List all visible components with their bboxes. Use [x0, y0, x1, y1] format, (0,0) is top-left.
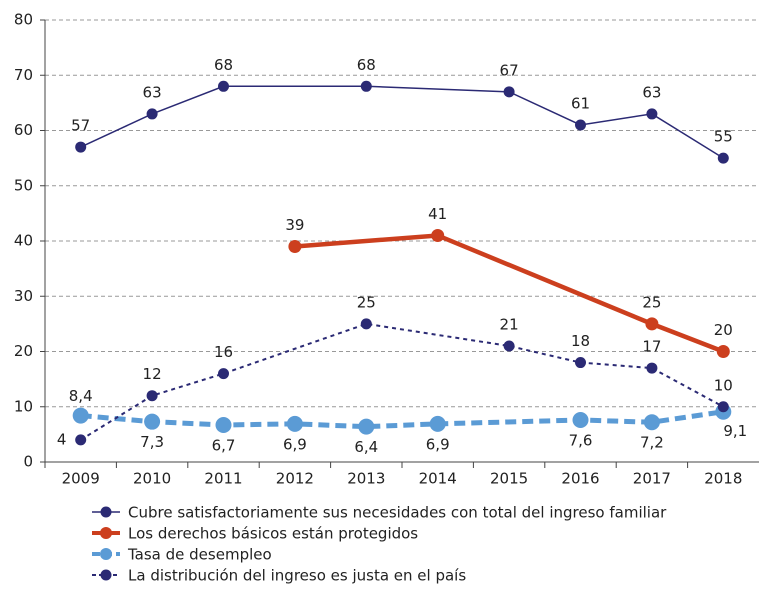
x-tick-label: 2014	[419, 470, 457, 488]
legend-label: Los derechos básicos están protegidos	[128, 525, 418, 543]
legend-marker	[100, 527, 112, 539]
y-tick-label: 50	[14, 176, 33, 194]
data-label: 7,3	[140, 433, 164, 451]
y-tick-label: 20	[14, 342, 33, 360]
y-tick-label: 80	[14, 11, 33, 29]
data-label: 12	[143, 365, 162, 383]
legend-marker	[100, 569, 112, 581]
data-label: 7,6	[569, 432, 593, 450]
x-tick-label: 2016	[561, 470, 599, 488]
data-label: 39	[285, 216, 304, 234]
data-label: 20	[714, 321, 733, 339]
data-point	[218, 368, 229, 380]
x-tick-label: 2009	[62, 470, 100, 488]
data-point	[717, 401, 729, 413]
data-point	[288, 240, 302, 254]
data-label: 63	[642, 83, 661, 101]
data-point	[646, 362, 658, 374]
data-label: 41	[428, 205, 447, 223]
data-point	[575, 357, 586, 369]
legend-marker	[100, 548, 112, 560]
data-label: 7,2	[640, 434, 664, 452]
data-point	[144, 413, 161, 430]
data-point	[286, 415, 303, 432]
data-point	[643, 414, 660, 431]
x-tick-label: 2012	[276, 470, 314, 488]
data-point	[218, 80, 229, 92]
data-label: 6,9	[283, 435, 307, 453]
data-point	[645, 317, 659, 331]
data-point	[575, 119, 586, 131]
series-line	[80, 85, 724, 159]
data-point	[358, 418, 375, 435]
data-label: 6,4	[354, 438, 378, 456]
data-point	[75, 434, 87, 446]
data-point	[503, 340, 515, 352]
data-label: 57	[71, 117, 90, 135]
data-point	[146, 108, 158, 120]
data-point	[717, 152, 729, 164]
data-label: 68	[357, 56, 376, 74]
series-line	[294, 233, 725, 354]
data-label: 6,9	[426, 435, 450, 453]
data-label: 67	[500, 61, 519, 79]
data-point	[360, 318, 372, 330]
data-label: 16	[214, 343, 233, 361]
data-label: 4	[57, 430, 67, 448]
data-point	[646, 108, 658, 120]
y-tick-label: 10	[14, 397, 33, 415]
y-tick-label: 40	[14, 232, 33, 250]
series-line	[80, 322, 724, 441]
data-point	[716, 345, 730, 358]
data-label: 18	[571, 332, 590, 350]
y-tick-label: 30	[14, 287, 33, 305]
data-label: 17	[642, 338, 661, 356]
data-point	[503, 86, 515, 98]
data-point	[429, 415, 446, 432]
legend-label: Tasa de desempleo	[127, 546, 272, 564]
data-label: 21	[500, 315, 519, 333]
data-point	[72, 407, 89, 424]
legend-label: Cubre satisfactoriamente sus necesidades…	[128, 504, 667, 522]
data-label: 25	[357, 293, 376, 311]
data-label: 63	[143, 83, 162, 101]
data-label: 61	[571, 94, 590, 112]
data-point	[215, 416, 232, 433]
data-label: 25	[642, 293, 661, 311]
data-point	[146, 390, 158, 402]
data-label: 8,4	[69, 387, 93, 405]
x-tick-label: 2017	[633, 470, 671, 488]
data-label: 9,1	[723, 422, 747, 440]
data-label: 10	[714, 376, 733, 394]
data-point	[431, 228, 445, 242]
y-tick-label: 60	[14, 121, 33, 139]
legend-marker	[100, 506, 112, 518]
x-tick-label: 2011	[204, 470, 242, 488]
data-label: 55	[714, 128, 733, 146]
series-line	[80, 409, 724, 430]
y-tick-label: 0	[23, 453, 33, 471]
x-tick-label: 2015	[490, 470, 528, 488]
y-tick-label: 70	[14, 66, 33, 84]
x-tick-label: 2010	[133, 470, 171, 488]
legend-label: La distribución del ingreso es justa en …	[128, 567, 466, 585]
x-tick-label: 2013	[347, 470, 385, 488]
data-point	[360, 80, 372, 92]
data-label: 6,7	[212, 436, 236, 454]
data-point	[75, 141, 87, 153]
x-tick-label: 2018	[704, 470, 742, 488]
data-label: 68	[214, 56, 233, 74]
data-point	[572, 412, 589, 429]
